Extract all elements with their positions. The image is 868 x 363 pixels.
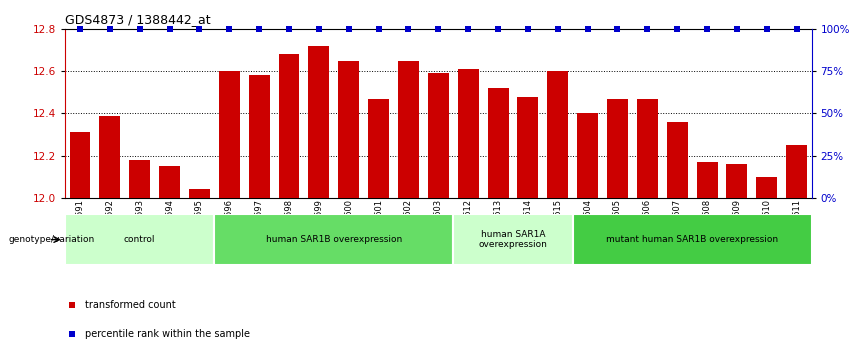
Bar — [786, 145, 807, 198]
Text: control: control — [124, 235, 155, 244]
Bar — [214, 214, 453, 265]
Bar — [339, 61, 359, 198]
Bar — [577, 113, 598, 198]
Text: human SAR1A
overexpression: human SAR1A overexpression — [478, 230, 548, 249]
Text: genotype/variation: genotype/variation — [9, 235, 95, 244]
Bar — [100, 115, 121, 198]
Bar — [756, 177, 777, 198]
Bar — [219, 71, 240, 198]
Bar — [453, 214, 573, 265]
Bar — [517, 97, 538, 198]
Bar — [457, 69, 478, 198]
Bar — [607, 99, 628, 198]
Bar — [548, 71, 569, 198]
Bar — [573, 214, 812, 265]
Bar — [368, 99, 389, 198]
Text: GDS4873 / 1388442_at: GDS4873 / 1388442_at — [65, 13, 211, 26]
Text: human SAR1B overexpression: human SAR1B overexpression — [266, 235, 402, 244]
Bar — [667, 122, 687, 198]
Bar — [398, 61, 419, 198]
Text: percentile rank within the sample: percentile rank within the sample — [84, 329, 250, 339]
Bar — [697, 162, 718, 198]
Bar — [428, 73, 449, 198]
Bar — [637, 99, 658, 198]
Text: mutant human SAR1B overexpression: mutant human SAR1B overexpression — [606, 235, 779, 244]
Bar — [279, 54, 299, 198]
Bar — [727, 164, 747, 198]
Bar — [159, 166, 180, 198]
Bar — [308, 46, 329, 198]
Text: transformed count: transformed count — [84, 300, 175, 310]
Bar — [189, 189, 210, 198]
Bar — [65, 214, 214, 265]
Bar — [249, 76, 270, 198]
Bar — [488, 88, 509, 198]
Bar — [69, 132, 90, 198]
Bar — [129, 160, 150, 198]
